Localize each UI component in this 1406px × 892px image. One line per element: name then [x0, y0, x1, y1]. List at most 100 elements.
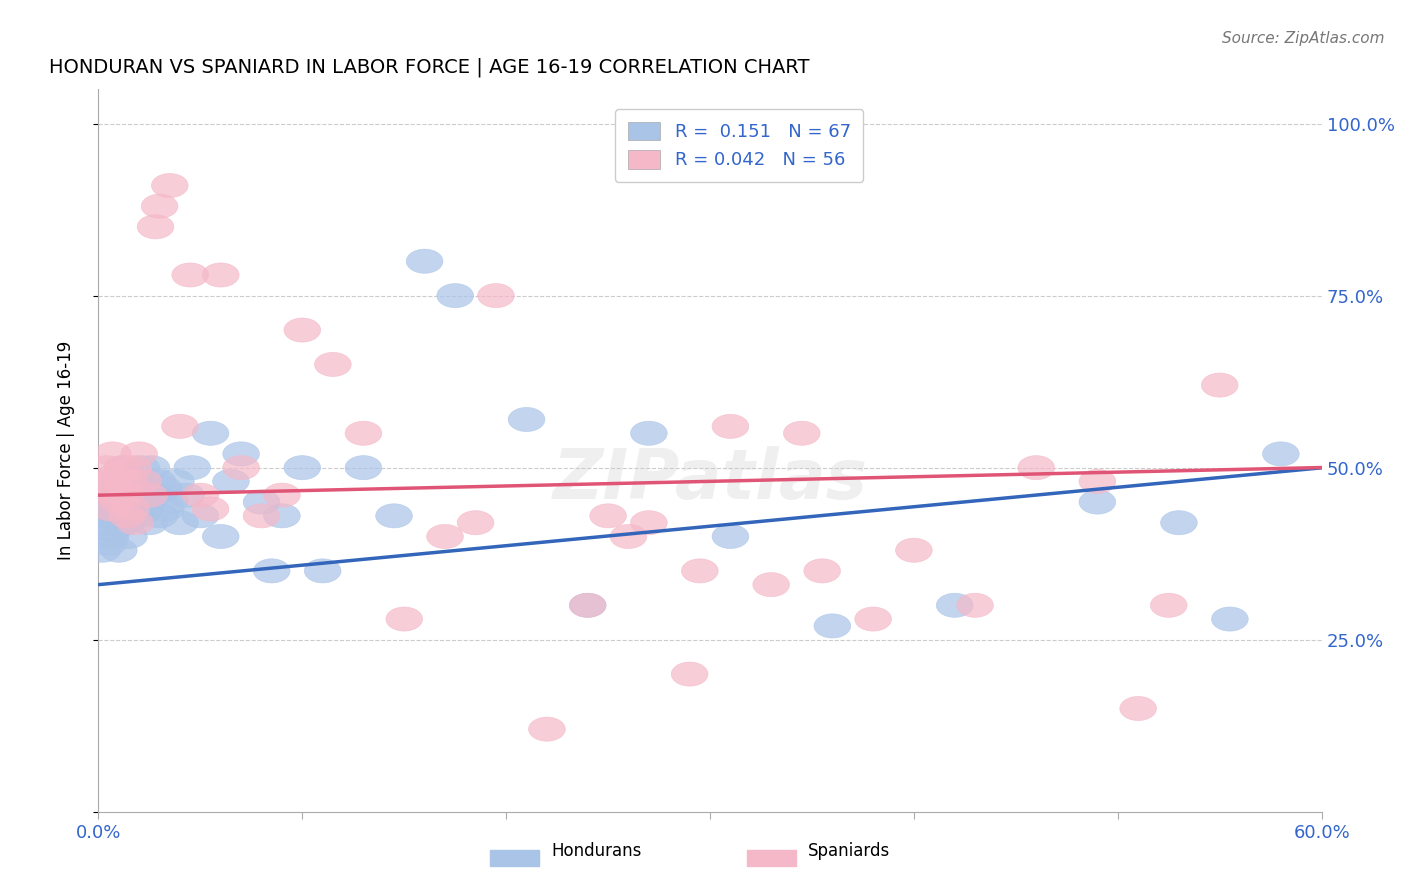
Ellipse shape: [86, 476, 122, 500]
Ellipse shape: [162, 510, 198, 535]
Ellipse shape: [172, 263, 208, 287]
Y-axis label: In Labor Force | Age 16-19: In Labor Force | Age 16-19: [56, 341, 75, 560]
Ellipse shape: [1160, 510, 1198, 535]
Ellipse shape: [783, 421, 820, 445]
Ellipse shape: [936, 593, 973, 617]
Ellipse shape: [1212, 607, 1249, 632]
Ellipse shape: [86, 510, 122, 535]
Ellipse shape: [89, 490, 125, 514]
Ellipse shape: [202, 263, 239, 287]
Text: HONDURAN VS SPANIARD IN LABOR FORCE | AGE 16-19 CORRELATION CHART: HONDURAN VS SPANIARD IN LABOR FORCE | AG…: [49, 57, 810, 77]
Legend: R =  0.151   N = 67, R = 0.042   N = 56: R = 0.151 N = 67, R = 0.042 N = 56: [614, 109, 863, 182]
Ellipse shape: [139, 469, 176, 493]
Ellipse shape: [304, 558, 342, 583]
Ellipse shape: [1263, 442, 1299, 466]
Ellipse shape: [284, 456, 321, 480]
Ellipse shape: [145, 476, 181, 500]
Ellipse shape: [569, 593, 606, 617]
Ellipse shape: [152, 173, 188, 198]
Ellipse shape: [104, 483, 141, 508]
Ellipse shape: [193, 421, 229, 445]
Ellipse shape: [107, 483, 143, 508]
Ellipse shape: [814, 614, 851, 638]
Ellipse shape: [855, 607, 891, 632]
Ellipse shape: [222, 442, 260, 466]
Ellipse shape: [344, 456, 382, 480]
Ellipse shape: [804, 558, 841, 583]
Ellipse shape: [84, 538, 121, 562]
Ellipse shape: [98, 463, 135, 487]
Ellipse shape: [508, 408, 546, 432]
Ellipse shape: [141, 504, 179, 528]
Ellipse shape: [569, 593, 606, 617]
Ellipse shape: [138, 215, 174, 239]
Ellipse shape: [90, 469, 127, 493]
Ellipse shape: [263, 504, 301, 528]
Ellipse shape: [93, 497, 129, 521]
Ellipse shape: [152, 490, 188, 514]
Ellipse shape: [103, 469, 139, 493]
Ellipse shape: [682, 558, 718, 583]
Ellipse shape: [121, 442, 157, 466]
Ellipse shape: [131, 483, 167, 508]
Ellipse shape: [193, 497, 229, 521]
Ellipse shape: [222, 456, 260, 480]
Ellipse shape: [202, 524, 239, 549]
Ellipse shape: [243, 490, 280, 514]
Ellipse shape: [111, 469, 148, 493]
Ellipse shape: [122, 456, 160, 480]
Ellipse shape: [1018, 456, 1054, 480]
Ellipse shape: [97, 476, 134, 500]
Ellipse shape: [112, 497, 149, 521]
Ellipse shape: [181, 483, 219, 508]
Ellipse shape: [1150, 593, 1187, 617]
Ellipse shape: [127, 497, 163, 521]
Ellipse shape: [100, 490, 138, 514]
Ellipse shape: [89, 456, 125, 480]
Ellipse shape: [135, 483, 172, 508]
Ellipse shape: [148, 497, 184, 521]
Ellipse shape: [94, 483, 131, 508]
Ellipse shape: [104, 456, 141, 480]
Ellipse shape: [956, 593, 994, 617]
Ellipse shape: [125, 469, 162, 493]
Ellipse shape: [1078, 490, 1116, 514]
Ellipse shape: [406, 249, 443, 273]
Ellipse shape: [263, 483, 301, 508]
Ellipse shape: [90, 504, 127, 528]
Ellipse shape: [112, 497, 149, 521]
Ellipse shape: [108, 483, 145, 508]
Ellipse shape: [120, 490, 156, 514]
Ellipse shape: [711, 524, 749, 549]
Ellipse shape: [115, 456, 152, 480]
Ellipse shape: [115, 504, 152, 528]
Ellipse shape: [671, 662, 709, 686]
Text: ZIPatlas: ZIPatlas: [553, 446, 868, 513]
Ellipse shape: [315, 352, 352, 376]
Ellipse shape: [134, 456, 170, 480]
Ellipse shape: [457, 510, 494, 535]
Ellipse shape: [385, 607, 423, 632]
FancyBboxPatch shape: [747, 850, 796, 866]
Ellipse shape: [174, 456, 211, 480]
Ellipse shape: [111, 524, 148, 549]
Ellipse shape: [162, 414, 198, 439]
Text: Source: ZipAtlas.com: Source: ZipAtlas.com: [1222, 31, 1385, 46]
Ellipse shape: [243, 504, 280, 528]
Ellipse shape: [141, 194, 179, 219]
Ellipse shape: [752, 573, 790, 597]
Ellipse shape: [131, 510, 167, 535]
Ellipse shape: [630, 510, 668, 535]
Ellipse shape: [93, 524, 129, 549]
Ellipse shape: [108, 510, 145, 535]
Ellipse shape: [478, 284, 515, 308]
Ellipse shape: [157, 469, 194, 493]
Ellipse shape: [344, 421, 382, 445]
Ellipse shape: [107, 504, 143, 528]
Ellipse shape: [104, 456, 141, 480]
Ellipse shape: [100, 469, 138, 493]
FancyBboxPatch shape: [489, 850, 538, 866]
Ellipse shape: [167, 483, 204, 508]
Ellipse shape: [117, 510, 153, 535]
Ellipse shape: [1078, 469, 1116, 493]
